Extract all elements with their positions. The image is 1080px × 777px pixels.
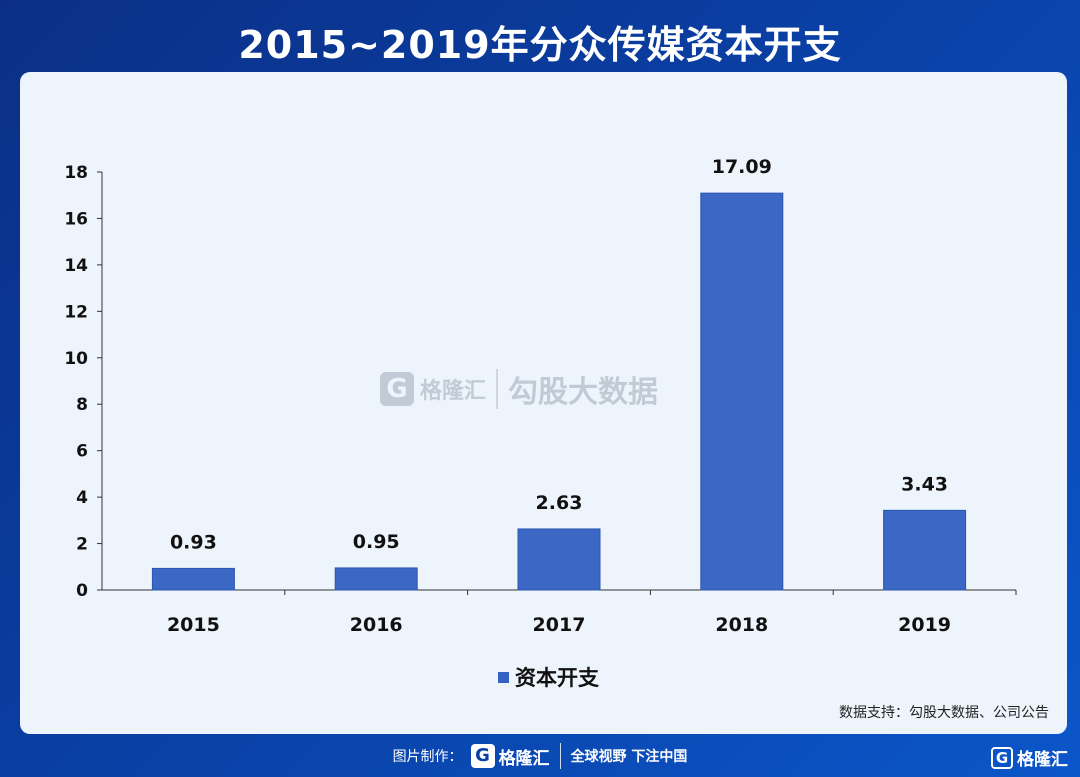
y-tick-label: 12 <box>64 302 88 322</box>
y-tick-label: 14 <box>64 256 88 276</box>
data-label: 0.95 <box>353 531 400 553</box>
y-tick-label: 16 <box>64 209 88 229</box>
bar-chart: 0 2 4 6 8 10 12 14 16 18 2015 0.93 2016 0.95 2017 2.63 2… <box>64 156 1017 636</box>
watermark-logo-icon: G <box>380 372 414 406</box>
footer-label: 图片制作： <box>392 749 463 765</box>
footer: 图片制作： G 格隆汇 全球视野 下注中国 <box>0 738 1080 774</box>
legend-swatch <box>498 671 509 683</box>
data-label: 0.93 <box>170 531 217 553</box>
bar <box>517 528 601 591</box>
chart-legend: 资本开支 <box>498 662 599 692</box>
footer-divider <box>559 743 561 769</box>
footer-brand: 格隆汇 <box>498 748 550 769</box>
chart-panel: 0 2 4 6 8 10 12 14 16 18 2015 0.93 2016 0.95 2017 2.63 2… <box>20 72 1067 734</box>
x-tick-label: 2015 <box>167 614 220 636</box>
y-tick-label: 18 <box>64 163 88 183</box>
footer-logo-icon: G <box>470 744 495 768</box>
y-tick-label: 10 <box>64 349 88 369</box>
corner-brand-text: 格隆汇 <box>1017 750 1068 770</box>
x-tick-label: 2018 <box>715 614 768 636</box>
x-tick-label: 2016 <box>350 614 403 636</box>
y-tick-label: 6 <box>76 442 88 462</box>
legend-label: 资本开支 <box>515 666 599 690</box>
chart-title: 2015~2019年分众传媒资本开支 <box>238 23 842 67</box>
corner-brand-mark: G 格隆汇 <box>991 745 1068 770</box>
y-tick-label: 4 <box>76 488 88 508</box>
x-tick-label: 2017 <box>533 614 586 636</box>
footer-slogan: 全球视野 下注中国 <box>570 749 688 765</box>
bar <box>700 192 784 591</box>
bar <box>151 567 235 591</box>
corner-logo-icon: G <box>991 746 1013 769</box>
data-label: 17.09 <box>712 156 772 178</box>
data-label: 3.43 <box>901 473 948 495</box>
bar <box>334 567 418 591</box>
y-tick-label: 8 <box>76 395 88 415</box>
data-source: 数据支持：勾股大数据、公司公告 <box>839 705 1049 721</box>
watermark: G 格隆汇 勾股大数据 <box>380 364 658 414</box>
watermark-text: 勾股大数据 <box>508 375 659 410</box>
y-tick-label: 2 <box>76 535 88 555</box>
bar <box>883 509 967 591</box>
x-tick-label: 2019 <box>898 614 951 636</box>
data-label: 2.63 <box>536 492 583 514</box>
watermark-divider <box>496 369 499 409</box>
y-tick-label: 0 <box>76 581 88 601</box>
watermark-brand: 格隆汇 <box>420 379 487 404</box>
